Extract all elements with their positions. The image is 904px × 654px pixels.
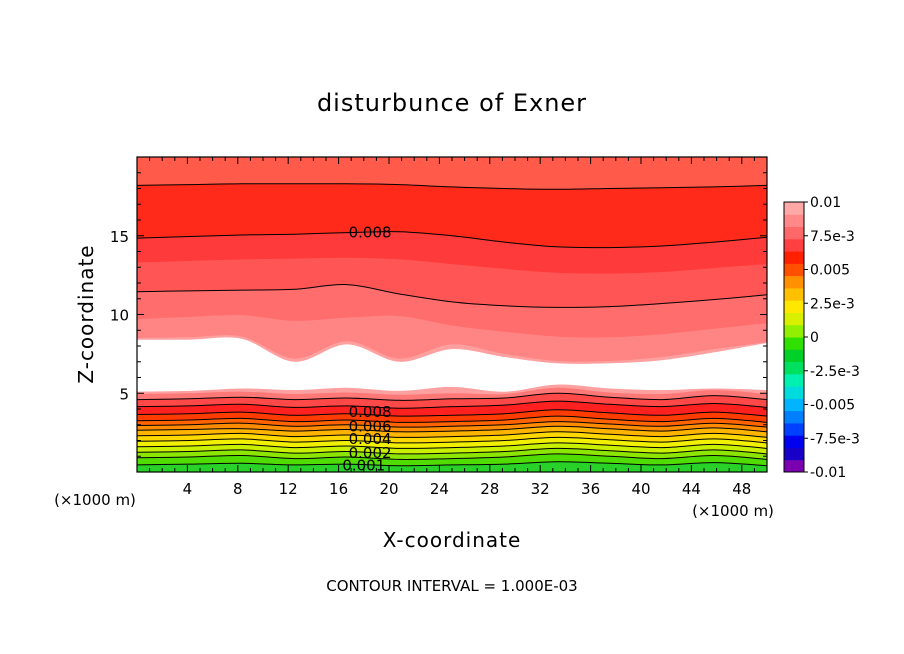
- y-unit-right: (×1000 m): [692, 502, 774, 520]
- colorbar: 0.01 7.5e-3 0.005 2.5e-3 0 -2.5e-3 -0.005 -7.5e…: [783, 195, 860, 481]
- colorbar-label: 0.005: [810, 263, 850, 279]
- chart-title: disturbunce of Exner: [317, 89, 587, 117]
- filled-contour-bands: [137, 157, 767, 472]
- contour-label-5: 0.001: [342, 457, 385, 475]
- contour-line-11: [137, 442, 767, 449]
- x-tick-label: 32: [531, 480, 550, 498]
- colorbar-label: -2.5e-3: [810, 364, 860, 380]
- y-tick-label: 5: [119, 385, 129, 403]
- colorbar-swatch: [784, 275, 804, 289]
- colorbar-label: -0.005: [810, 398, 855, 414]
- contour-line-0: [137, 183, 767, 190]
- colorbar-label: 0.01: [810, 195, 841, 211]
- x-tick-label: 8: [233, 480, 243, 498]
- contour-label-2: 0.006: [349, 417, 392, 435]
- colorbar-swatch: [784, 459, 804, 473]
- contour-line-12: [137, 447, 767, 455]
- x-axis-title: X-coordinate: [383, 528, 522, 552]
- colorbar-swatch: [784, 422, 804, 436]
- colorbar-swatch: [784, 214, 804, 228]
- contour-line-10: [137, 436, 767, 444]
- colorbar-label: -0.01: [810, 465, 846, 481]
- contour-line-2: [137, 284, 767, 308]
- colorbar-label: -7.5e-3: [810, 431, 860, 447]
- colorbar-swatch: [784, 398, 804, 412]
- colorbar-swatch: [784, 226, 804, 240]
- colorbar-label: 0: [810, 330, 819, 346]
- colorbar-swatch: [784, 202, 804, 215]
- x-tick-label: 16: [329, 480, 348, 498]
- contour-line-9: [137, 431, 767, 438]
- contour-interval-note: CONTOUR INTERVAL = 1.000E-03: [326, 577, 577, 595]
- y-axis-title: Z-coordinate: [74, 244, 98, 383]
- colorbar-swatch: [784, 324, 804, 338]
- contour-lines: [137, 183, 767, 467]
- contour-line-1: [137, 231, 767, 249]
- y-tick-label: 10: [110, 307, 129, 325]
- colorbar-swatch: [784, 435, 804, 448]
- x-tick-label: 28: [480, 480, 499, 498]
- x-tick-label: 44: [682, 480, 701, 498]
- colorbar-swatch: [784, 312, 804, 326]
- contour-label-0: 0.008: [349, 224, 392, 242]
- colorbar-swatch: [784, 300, 804, 313]
- colorbar-swatch: [784, 251, 804, 264]
- contour-line-7: [137, 421, 767, 428]
- contour-line-3: [137, 392, 767, 401]
- contour-line-8: [137, 425, 767, 433]
- contour-line-13: [137, 453, 767, 460]
- x-tick-label: 4: [183, 480, 193, 498]
- x-unit-left: (×1000 m): [54, 491, 136, 509]
- x-tick-label: 24: [430, 480, 449, 498]
- colorbar-swatch: [784, 410, 804, 424]
- x-tick-label: 40: [631, 480, 650, 498]
- colorbar-swatch: [784, 287, 804, 301]
- colorbar-swatch: [784, 373, 804, 387]
- colorbar-swatch: [784, 337, 804, 350]
- contour-label-1: 0.008: [349, 403, 392, 421]
- contour-line-4: [137, 400, 767, 409]
- x-tick-label: 36: [581, 480, 600, 498]
- colorbar-swatch: [784, 386, 804, 399]
- y-tick-label: 15: [110, 228, 129, 246]
- colorbar-swatch: [784, 349, 804, 363]
- colorbar-swatch: [784, 447, 804, 461]
- contour-band-21: [137, 461, 767, 472]
- colorbar-label: 7.5e-3: [810, 229, 855, 245]
- x-tick-label: 20: [379, 480, 398, 498]
- contour-line-14: [137, 461, 767, 467]
- x-tick-label: 48: [732, 480, 751, 498]
- colorbar-swatch: [784, 263, 804, 277]
- colorbar-swatch: [784, 238, 804, 252]
- colorbar-label: 2.5e-3: [810, 296, 855, 312]
- contour-label-3: 0.004: [349, 430, 392, 448]
- contour-line-5: [137, 409, 767, 417]
- colorbar-swatch: [784, 361, 804, 375]
- contour-label-4: 0.002: [349, 444, 392, 462]
- contour-line-6: [137, 415, 767, 423]
- x-tick-label: 12: [279, 480, 298, 498]
